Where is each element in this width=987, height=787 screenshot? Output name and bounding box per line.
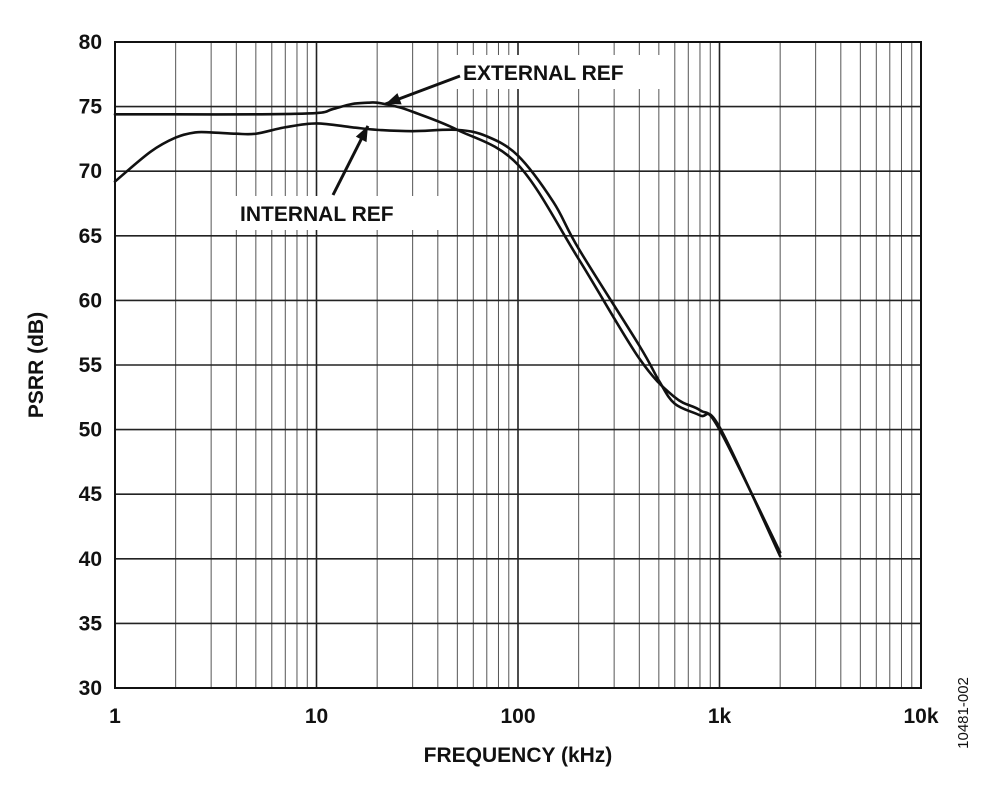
- y-tick-label: 70: [79, 160, 102, 183]
- annotation-external-ref: EXTERNAL REF: [463, 62, 624, 85]
- y-tick-label: 75: [79, 96, 103, 119]
- y-tick-label: 55: [79, 354, 103, 377]
- x-tick-label: 10: [305, 705, 328, 728]
- y-tick-label: 50: [79, 419, 102, 442]
- x-tick-label: 1k: [708, 705, 732, 728]
- y-tick-label: 65: [79, 225, 103, 248]
- x-axis-title: FREQUENCY (kHz): [424, 744, 613, 767]
- y-tick-label: 35: [79, 612, 103, 635]
- annotation-label-bg: [456, 55, 670, 89]
- series-layer: [113, 101, 782, 558]
- y-tick-label: 60: [79, 289, 102, 312]
- y-axis-title: PSRR (dB): [25, 312, 48, 418]
- x-tick-label: 100: [500, 705, 535, 728]
- y-axis-tick-labels: 30 35 40 45 50 55 60 65 70 75 80: [79, 31, 103, 700]
- annotation-internal-ref: INTERNAL REF: [240, 203, 394, 226]
- series-line-internal-ref: [113, 122, 782, 558]
- y-tick-label: 30: [79, 677, 102, 700]
- annotation-arrow-head: [355, 125, 368, 143]
- y-tick-label: 45: [79, 483, 103, 506]
- plot-frame: [114, 41, 922, 689]
- annotation-label-bg: [234, 196, 440, 230]
- x-axis-tick-labels: 1 10 100 1k 10k: [109, 705, 939, 728]
- x-tick-label: 1: [109, 705, 121, 728]
- y-tick-label: 80: [79, 31, 102, 54]
- annotations: EXTERNAL REF INTERNAL REF: [234, 55, 670, 230]
- series-line-external-ref: [113, 101, 782, 554]
- annotation-arrow-head: [385, 93, 402, 105]
- x-tick-label: 10k: [903, 705, 938, 728]
- figure-id: 10481-002: [955, 677, 972, 749]
- y-tick-label: 40: [79, 548, 102, 571]
